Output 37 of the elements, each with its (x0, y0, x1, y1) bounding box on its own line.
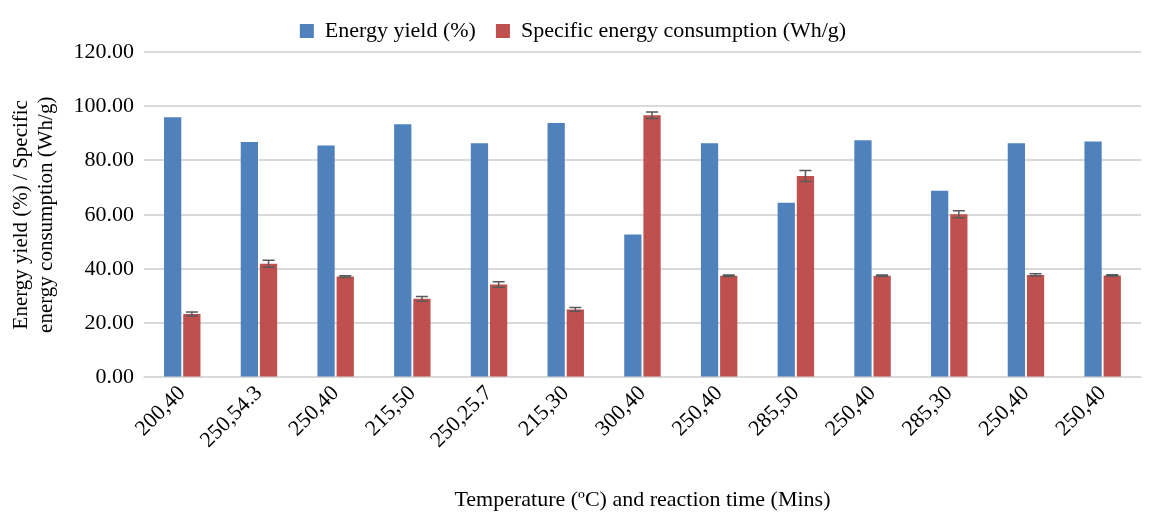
bar (164, 117, 182, 377)
bar (873, 275, 891, 377)
y-tick-label: 40.00 (84, 254, 134, 280)
legend-label: Energy yield (%) (324, 16, 476, 42)
bar (700, 143, 719, 377)
bar (240, 142, 258, 377)
bar (317, 145, 335, 377)
y-tick-label: 20.00 (84, 309, 134, 335)
bar (1026, 274, 1045, 377)
bar (470, 143, 489, 377)
bar (394, 124, 412, 377)
y-tick-label: 100.00 (73, 92, 134, 118)
y-tick-label: 60.00 (84, 200, 134, 226)
y-tick-label: 120.00 (73, 37, 134, 63)
bar (259, 263, 278, 377)
y-tick-label: 80.00 (84, 146, 134, 172)
legend-label: Specific energy consumption (Wh/g) (520, 16, 847, 42)
y-axis-title: Energy yield (%) / Specific energy consumption (Wh/g) (8, 96, 58, 333)
bar (547, 123, 565, 377)
bar (796, 175, 815, 377)
bar (566, 309, 584, 377)
bar (643, 115, 661, 377)
bar (183, 314, 201, 377)
bar (490, 284, 508, 377)
bar (1007, 143, 1025, 377)
bar (1103, 275, 1121, 377)
y-tick-label: 0.00 (95, 363, 134, 389)
x-axis-title: Temperature (ºC) and reaction time (Mins) (454, 485, 831, 511)
bar (931, 190, 949, 377)
bar (413, 298, 431, 377)
bar (777, 202, 795, 377)
bar (336, 276, 354, 377)
bar (624, 234, 642, 377)
bar (720, 275, 738, 377)
bar (1084, 141, 1102, 377)
bar (854, 140, 872, 377)
bar (950, 214, 968, 377)
